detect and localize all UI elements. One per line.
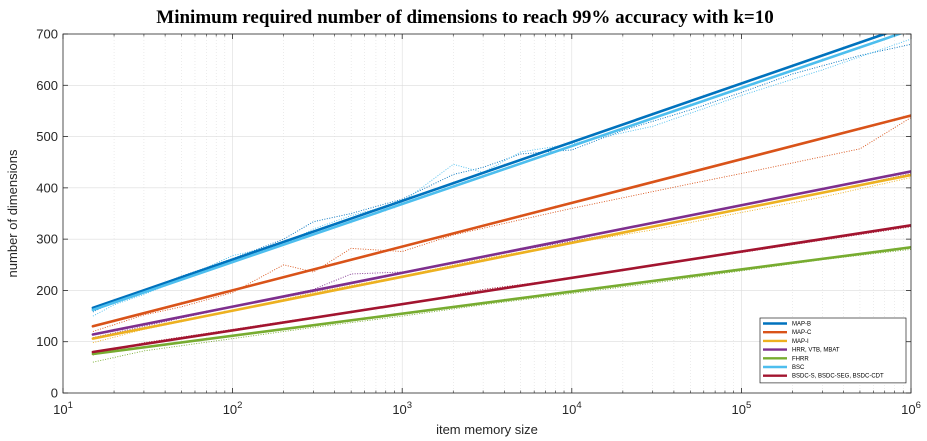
x-tick-label-base: 10 (53, 402, 67, 417)
legend: MAP-B MAP-C MAP-I HRR, VTB, MBAT FHRR BSC BSDC… (759, 317, 907, 384)
y-tick-label: 700 (36, 27, 58, 42)
series-measured-line (92, 226, 911, 356)
x-tick-label-exponent: 2 (237, 400, 242, 411)
y-tick-label: 300 (36, 232, 58, 247)
y-tick-label: 100 (36, 334, 58, 349)
x-tick-label-exponent: 1 (68, 400, 73, 411)
legend-label: FHRR (792, 356, 809, 362)
y-tick-label: 600 (36, 78, 58, 93)
y-tick-label: 400 (36, 180, 58, 195)
series-fit-line (91, 173, 911, 340)
legend-label: HRR, VTB, MBAT (792, 348, 840, 354)
x-tick-label-exponent: 5 (746, 400, 751, 411)
series-fit-line (91, 34, 889, 310)
x-tick-label: 105 (732, 400, 752, 417)
y-tick-label: 0 (51, 386, 58, 401)
legend-label: BSC (792, 365, 805, 371)
series-fit-line (91, 34, 904, 312)
x-tick-label: 102 (223, 400, 243, 417)
y-tick-label: 500 (36, 129, 58, 144)
series-measured-line (92, 38, 911, 317)
series-fit-line (91, 246, 911, 356)
legend-label: MAP-C (792, 330, 812, 336)
y-axis-label: number of dimensions (5, 149, 20, 277)
legend-label: MAP-I (792, 339, 809, 345)
plot-frame (62, 33, 912, 394)
legend-label: BSDC-S, BSDC-SEG, BSDC-CDT (792, 374, 884, 380)
x-tick-label-base: 10 (562, 402, 576, 417)
series-measured-line (92, 117, 911, 332)
x-tick-label-base: 10 (901, 402, 915, 417)
y-tick-label: 200 (36, 283, 58, 298)
x-tick-label-base: 10 (223, 402, 237, 417)
x-tick-label-exponent: 6 (916, 400, 921, 411)
x-tick-label-exponent: 3 (407, 400, 412, 411)
x-tick-label-base: 10 (392, 402, 406, 417)
series-fit-line (91, 224, 911, 354)
x-tick-label-exponent: 4 (576, 400, 581, 411)
x-tick-label-base: 10 (732, 402, 746, 417)
series-measured-line (92, 43, 911, 313)
x-axis-label: item memory size (436, 422, 538, 437)
x-tick-label: 103 (392, 400, 412, 417)
series-fit-line (91, 170, 911, 336)
x-tick-label: 104 (562, 400, 582, 417)
series-lines (91, 34, 911, 363)
chart-title: Minimum required number of dimensions to… (156, 7, 773, 28)
series-fit-line (91, 114, 911, 328)
x-tick-label: 106 (901, 400, 921, 417)
legend-label: MAP-B (792, 322, 811, 328)
x-tick-label: 101 (53, 400, 73, 417)
